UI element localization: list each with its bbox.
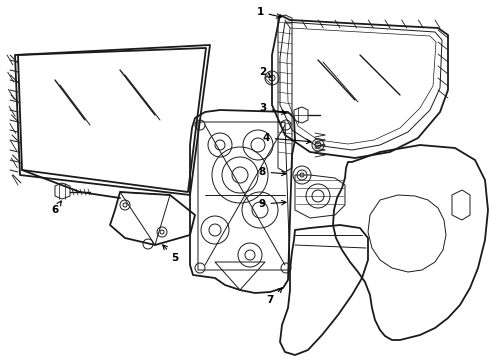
Text: 4: 4 <box>262 133 311 144</box>
Text: 7: 7 <box>266 288 282 305</box>
Text: 5: 5 <box>163 245 179 263</box>
Text: 1: 1 <box>256 7 281 18</box>
Text: 2: 2 <box>259 67 272 78</box>
Text: 8: 8 <box>258 167 286 177</box>
Text: 6: 6 <box>51 201 61 215</box>
Text: 3: 3 <box>259 103 286 114</box>
Text: 9: 9 <box>258 199 286 209</box>
